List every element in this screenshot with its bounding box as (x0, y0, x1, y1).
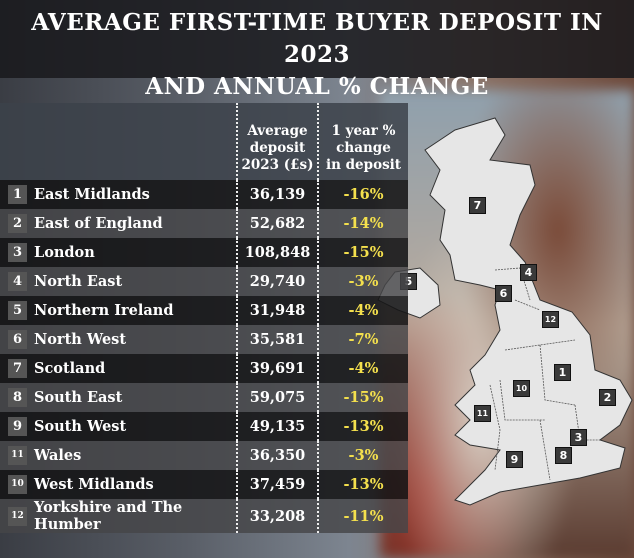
region-name: South East (30, 383, 237, 412)
header-change: 1 year % change in deposit (317, 103, 408, 180)
map-marker-7: 7 (469, 197, 486, 214)
region-number-badge: 11 (8, 446, 27, 465)
deposit-value: 36,139 (236, 180, 318, 209)
change-value: -3% (317, 441, 408, 470)
region-number-badge: 9 (8, 417, 27, 436)
table-row: 8 South East 59,075 -15% (0, 383, 408, 412)
region-number-badge: 5 (8, 301, 27, 320)
map-marker-10: 10 (513, 380, 530, 397)
region-number-badge: 1 (8, 185, 27, 204)
change-value: -4% (317, 296, 408, 325)
table-row: 5 Northern Ireland 31,948 -4% (0, 296, 408, 325)
region-name: Wales (30, 441, 237, 470)
map-marker-8: 8 (555, 447, 572, 464)
deposit-value: 52,682 (236, 209, 318, 238)
region-name: East of England (30, 209, 237, 238)
table-row: 10 West Midlands 37,459 -13% (0, 470, 408, 499)
table-header: Average deposit 2023 (£s) 1 year % change in… (0, 103, 408, 180)
title-line-1: AVERAGE FIRST-TIME BUYER DEPOSIT IN 2023 (31, 9, 603, 68)
change-value: -13% (317, 470, 408, 499)
region-name: West Midlands (30, 470, 237, 499)
map-marker-12: 12 (542, 311, 559, 328)
region-number-badge: 8 (8, 388, 27, 407)
deposit-table: Average deposit 2023 (£s) 1 year % change in… (0, 103, 408, 533)
map-marker-2: 2 (599, 389, 616, 406)
deposit-value: 31,948 (236, 296, 318, 325)
great-britain-shape (424, 117, 633, 506)
deposit-value: 35,581 (236, 325, 318, 354)
change-value: -16% (317, 180, 408, 209)
region-number-badge: 2 (8, 214, 27, 233)
map-marker-11: 11 (474, 405, 491, 422)
table-row: 6 North West 35,581 -7% (0, 325, 408, 354)
change-value: -11% (317, 499, 408, 533)
region-number-badge: 3 (8, 243, 27, 262)
table-row: 1 East Midlands 36,139 -16% (0, 180, 408, 209)
table-row: 7 Scotland 39,691 -4% (0, 354, 408, 383)
page-title: AVERAGE FIRST-TIME BUYER DEPOSIT IN 2023… (0, 0, 634, 100)
change-value: -14% (317, 209, 408, 238)
deposit-value: 49,135 (236, 412, 318, 441)
region-name: London (30, 238, 237, 267)
region-number-badge: 10 (8, 475, 27, 494)
deposit-value: 29,740 (236, 267, 318, 296)
deposit-value: 36,350 (236, 441, 318, 470)
title-line-2: AND ANNUAL % CHANGE (145, 73, 489, 100)
table-row: 9 South West 49,135 -13% (0, 412, 408, 441)
map-marker-4: 4 (520, 264, 537, 281)
deposit-value: 108,848 (236, 238, 318, 267)
deposit-value: 39,691 (236, 354, 318, 383)
deposit-value: 59,075 (236, 383, 318, 412)
map-marker-9: 9 (506, 451, 523, 468)
deposit-value: 33,208 (236, 499, 318, 533)
change-value: -7% (317, 325, 408, 354)
table-row: 4 North East 29,740 -3% (0, 267, 408, 296)
change-value: -13% (317, 412, 408, 441)
change-value: -4% (317, 354, 408, 383)
region-name: Scotland (30, 354, 237, 383)
region-name: North East (30, 267, 237, 296)
region-name: South West (30, 412, 237, 441)
region-name: East Midlands (30, 180, 237, 209)
region-name: Northern Ireland (30, 296, 237, 325)
region-number-badge: 4 (8, 272, 27, 291)
change-value: -15% (317, 238, 408, 267)
header-deposit: Average deposit 2023 (£s) (236, 103, 318, 180)
region-name: North West (30, 325, 237, 354)
table-row: 12 Yorkshire and The Humber 33,208 -11% (0, 499, 408, 533)
table-row: 11 Wales 36,350 -3% (0, 441, 408, 470)
table-row: 3 London 108,848 -15% (0, 238, 408, 267)
map-marker-6: 6 (495, 285, 512, 302)
change-value: -15% (317, 383, 408, 412)
region-number-badge: 12 (8, 506, 27, 526)
map-marker-3: 3 (570, 429, 587, 446)
map-marker-1: 1 (554, 364, 571, 381)
table-row: 2 East of England 52,682 -14% (0, 209, 408, 238)
deposit-value: 37,459 (236, 470, 318, 499)
region-number-badge: 7 (8, 359, 27, 378)
region-name: Yorkshire and The Humber (30, 499, 237, 533)
change-value: -3% (317, 267, 408, 296)
region-number-badge: 6 (8, 330, 27, 349)
